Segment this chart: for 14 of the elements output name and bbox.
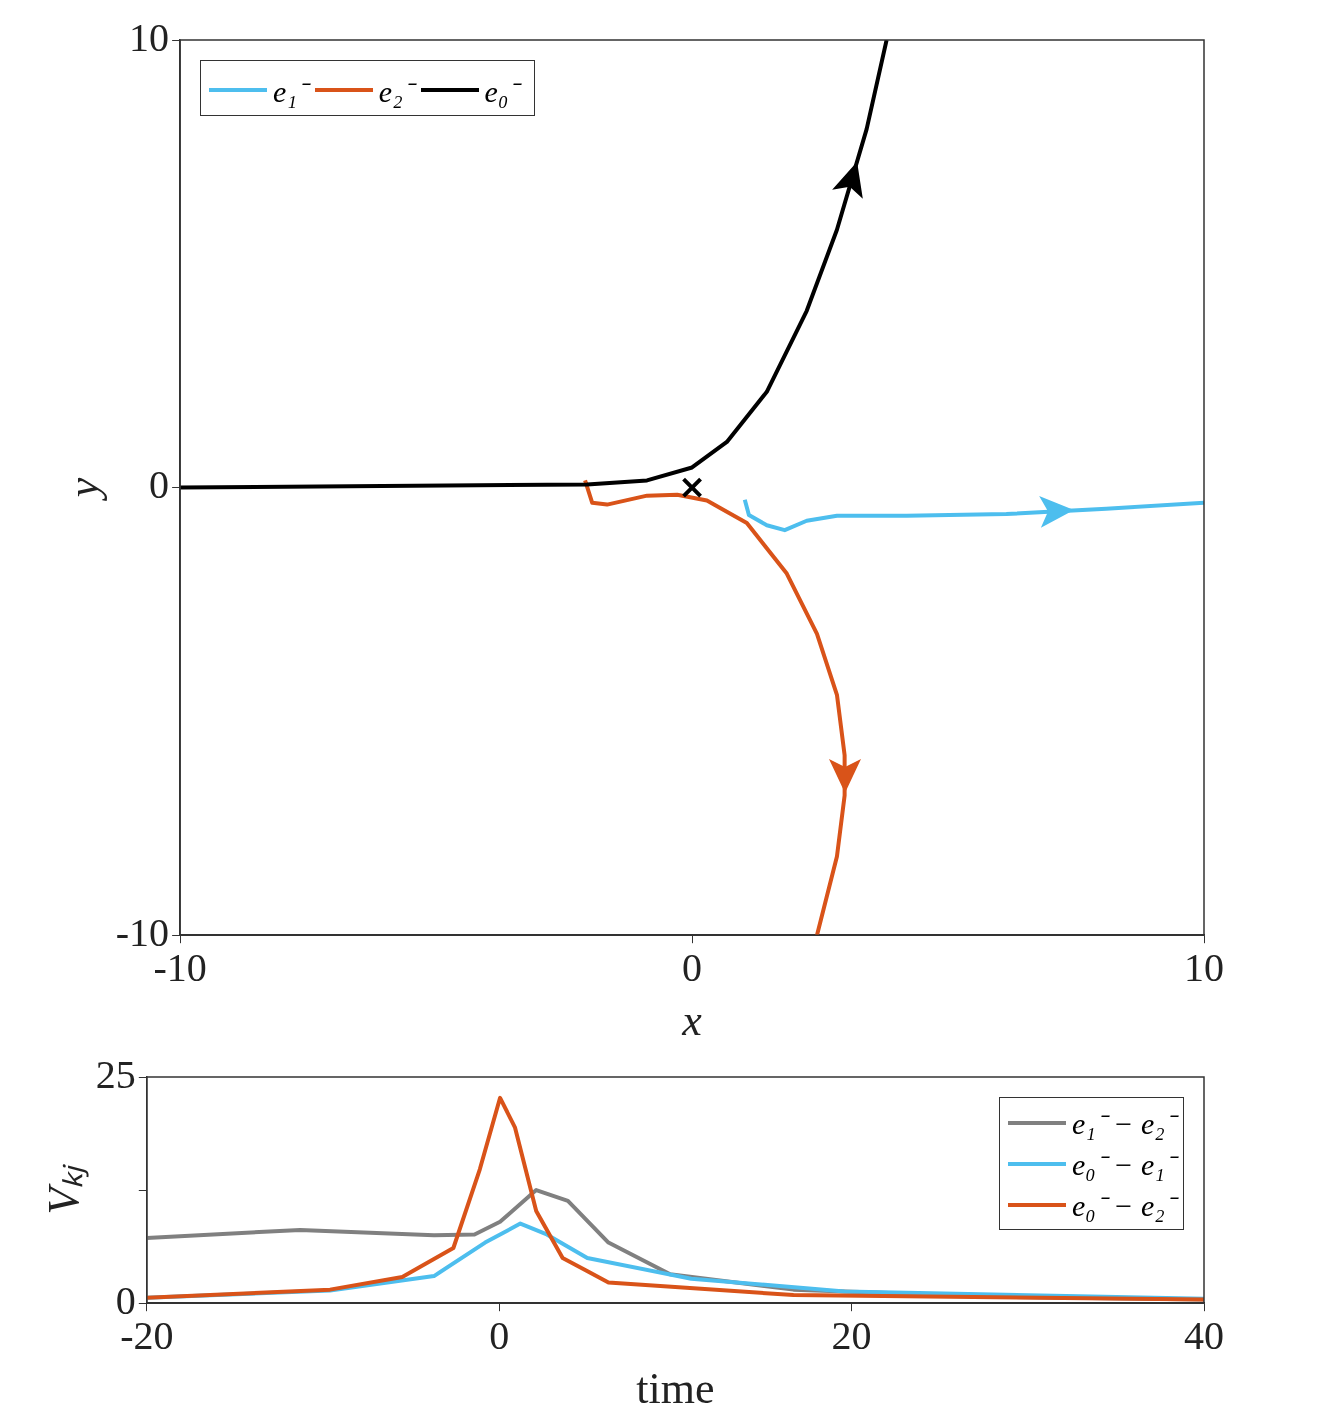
x-tick-label: 0 bbox=[489, 1312, 510, 1358]
y-axis-title: y bbox=[58, 477, 108, 502]
y-tick-label: 0 bbox=[115, 1277, 136, 1323]
y-tick-label: 25 bbox=[95, 1051, 136, 1097]
x-tick-label: 10 bbox=[1184, 944, 1224, 990]
y-axis-title: Vₖⱼ bbox=[38, 1163, 89, 1215]
y-tick-label: 0 bbox=[149, 462, 170, 508]
x-tick-label: 40 bbox=[1184, 1312, 1224, 1358]
y-tick-label: -10 bbox=[115, 909, 170, 955]
x-axis-title: time bbox=[636, 1364, 715, 1414]
y-tick-label: 10 bbox=[129, 14, 170, 60]
x-tick-label: 20 bbox=[831, 1312, 872, 1358]
x-axis-title: x bbox=[681, 996, 703, 1046]
x-tick-label: 0 bbox=[682, 944, 703, 990]
